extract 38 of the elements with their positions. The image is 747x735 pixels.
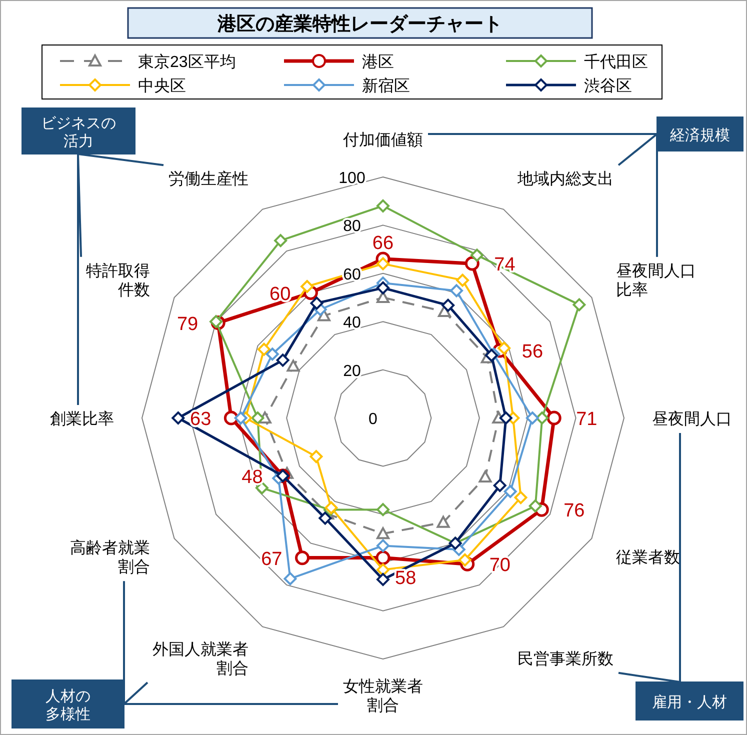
data-label: 63: [190, 409, 212, 430]
spoke-label: 高齢者就業割合: [70, 538, 150, 576]
spoke-label: 特許取得件数: [86, 262, 150, 300]
legend-label: 渋谷区: [584, 77, 632, 95]
data-label: 76: [564, 500, 585, 522]
y-tick-label: 80: [343, 218, 361, 236]
spoke-label: 外国人就業者割合: [152, 640, 248, 678]
data-label: 79: [176, 314, 198, 335]
legend-label: 新宿区: [362, 77, 410, 95]
data-label: 67: [261, 548, 282, 570]
legend-label: 東京23区平均: [138, 53, 236, 71]
data-label: 66: [372, 232, 394, 254]
spoke-label: 昼夜間人口比率: [616, 262, 696, 300]
text: 経済規模: [669, 127, 730, 144]
spoke-label: 民営事業所数: [518, 650, 614, 668]
chart-title: 港区の産業特性レーダーチャート: [216, 13, 502, 35]
data-label: 58: [395, 568, 416, 589]
data-label: 56: [522, 342, 544, 363]
y-tick-label: 0: [368, 411, 378, 428]
y-tick-label: 20: [343, 362, 361, 380]
spoke-label: 従業者数: [616, 548, 680, 566]
spoke-label: 労働生産性: [168, 170, 248, 188]
spoke-label: 地域内総支出: [516, 170, 614, 188]
legend-label: 千代田区: [584, 53, 648, 71]
data-label: 71: [576, 409, 598, 430]
text: ビジネスの活力: [41, 115, 116, 150]
text: 雇用・人材: [652, 694, 727, 711]
data-label: 60: [270, 284, 291, 305]
text: 人材の多様性: [46, 688, 90, 723]
data-label: 70: [489, 555, 510, 576]
y-tick-label: 100: [338, 170, 366, 187]
legend-label: 中央区: [138, 77, 186, 95]
y-tick-label: 40: [343, 314, 361, 332]
spoke-label: 付加価値額: [342, 131, 423, 149]
spoke-label: 昼夜間人口: [652, 410, 732, 428]
legend-label: 港区: [362, 53, 394, 71]
spoke-label: 女性就業者割合: [343, 677, 423, 715]
spoke-label: 創業比率: [50, 410, 114, 428]
